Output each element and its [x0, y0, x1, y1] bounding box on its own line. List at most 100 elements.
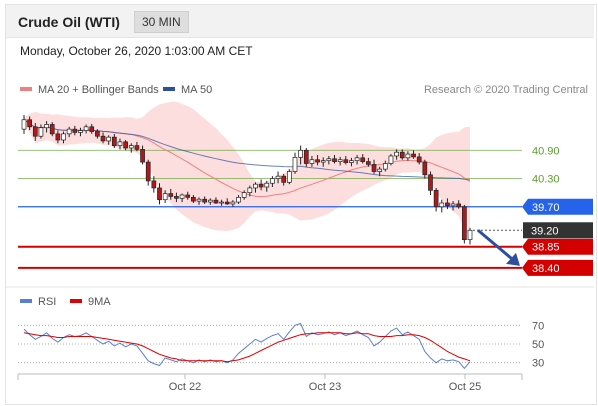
rsi-9ma-line [23, 332, 471, 363]
candle-body [315, 159, 320, 163]
candle-body [157, 187, 162, 201]
candle-body [27, 119, 32, 128]
x-tick-label: Oct 25 [449, 381, 481, 393]
chart-datetime: Monday, October 26, 2020 1:03:00 AM CET [20, 44, 253, 58]
instrument-title: Crude Oil (WTI) [18, 14, 120, 30]
candle-body [394, 151, 399, 157]
candle-body [151, 180, 157, 189]
candle-body [174, 196, 179, 199]
candle-body [32, 126, 38, 137]
legend-label-9ma: 9MA [88, 296, 111, 308]
candle-body [219, 201, 224, 204]
candle-body [236, 197, 241, 203]
candle-body [78, 130, 83, 133]
candle-body [106, 136, 112, 142]
candle-body [445, 202, 450, 207]
candle-body [309, 159, 315, 164]
resistance-label: 40.90 [532, 145, 560, 157]
candle-body [320, 160, 326, 163]
timeframe-badge[interactable]: 30 MIN [134, 11, 189, 33]
candle-body [145, 161, 151, 182]
candle-body [89, 126, 95, 132]
ma50-line [23, 119, 471, 181]
resistance-label: 40.30 [532, 174, 560, 186]
pivot-tag [522, 198, 593, 215]
candle-body [416, 156, 422, 163]
candle-body [38, 127, 44, 137]
candle-body [207, 199, 213, 203]
candle-body [168, 193, 174, 197]
legend-swatch-rsi [20, 299, 32, 303]
candle-body [191, 197, 196, 202]
rsi-tick-label: 30 [532, 358, 544, 370]
candle-body [275, 175, 281, 179]
candle-body [371, 164, 377, 172]
support-label: 38.40 [532, 263, 560, 275]
bollinger-band [24, 101, 470, 237]
candle-body [332, 158, 337, 162]
candle-body [450, 203, 456, 207]
candle-body [366, 161, 371, 165]
candle-body [55, 133, 61, 141]
candle-body [462, 206, 467, 241]
candle-body [303, 149, 309, 164]
candle-body [49, 124, 55, 135]
candle-body [123, 141, 128, 149]
candle-body [61, 133, 66, 141]
candle-body [456, 203, 462, 208]
candle-body [72, 128, 78, 133]
candle-body [343, 159, 349, 163]
credit-text: Research © 2020 Trading Central [424, 84, 588, 96]
pivot-label: 39.70 [532, 202, 560, 214]
candle-body [399, 151, 405, 159]
candle-body [349, 160, 354, 163]
legend-label-rsi: RSI [38, 296, 56, 308]
candle-body [377, 168, 383, 172]
candle-body [162, 193, 168, 201]
candle-body [467, 229, 473, 241]
candle-body [337, 159, 343, 162]
current-price-tag [523, 222, 593, 239]
legend-swatch-9ma [70, 299, 82, 303]
candle-body [286, 171, 292, 183]
candle-body [428, 174, 433, 191]
candle-body [422, 161, 428, 176]
support-tag [522, 238, 593, 255]
candle-body [354, 157, 360, 162]
candle-body [388, 155, 394, 164]
candle-body [185, 194, 191, 198]
x-tick-label: Oct 22 [169, 381, 201, 393]
candle-body [230, 201, 236, 205]
candle-body [100, 135, 106, 142]
candle-body [111, 136, 117, 146]
legend-label-ma20: MA 20 + Bollinger Bands [38, 84, 159, 96]
candle-body [95, 131, 100, 137]
candle-body [140, 149, 145, 163]
candle-body [128, 145, 134, 149]
candle-body [433, 189, 439, 208]
candle-body [247, 187, 253, 193]
support-tag [522, 259, 593, 276]
candle-body [258, 183, 264, 188]
candle-body [202, 198, 208, 203]
candle-body [117, 141, 123, 146]
legend-swatch-ma20 [20, 87, 32, 91]
candle-body [281, 175, 287, 183]
candle-body [292, 157, 298, 172]
candle-body [326, 158, 332, 162]
support-label: 38.85 [532, 242, 560, 254]
candle-body [21, 119, 27, 130]
rsi-tick-label: 50 [532, 339, 544, 351]
chart-header: Crude Oil (WTI) 30 MIN [6, 5, 594, 38]
candle-body [360, 157, 366, 162]
candle-body [405, 153, 411, 159]
candle-body [382, 163, 388, 170]
candle-body [253, 183, 258, 189]
forecast-arrow-shaft [477, 229, 513, 261]
legend-label-ma50: MA 50 [181, 84, 212, 96]
legend-swatch-ma50 [163, 87, 175, 91]
candle-body [83, 126, 89, 131]
candle-body [439, 202, 445, 208]
candle-body [44, 124, 49, 129]
